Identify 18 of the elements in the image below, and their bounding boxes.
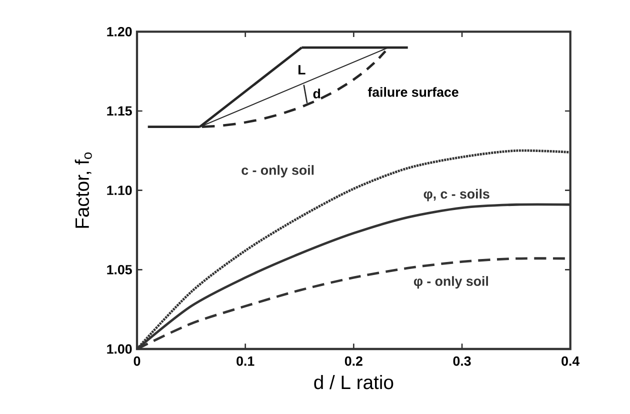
text: c - only soil xyxy=(242,165,314,178)
y-tick-label: 1.05 xyxy=(107,264,132,274)
y-tick-label: 1.10 xyxy=(107,186,132,196)
series-label: φ - only soil xyxy=(414,276,488,289)
x-axis-title: d / L ratio xyxy=(314,374,394,390)
y-axis-title: Factor, f$_{o}$ xyxy=(74,152,92,228)
annotation: failure surface xyxy=(368,87,458,97)
x-tick-label: 0.4 xyxy=(562,356,580,366)
y-tick-label: 1.00 xyxy=(107,344,132,354)
x-tick-label: 0.1 xyxy=(236,356,254,366)
y-tick-label: 1.20 xyxy=(107,26,132,36)
series-label: φ, c - soils xyxy=(424,188,490,202)
x-tick-label: 0 xyxy=(134,356,140,366)
annotation: d xyxy=(313,88,320,98)
y-tick-label: 1.15 xyxy=(107,106,132,116)
x-tick-label: 0.2 xyxy=(344,356,362,366)
annotation: L xyxy=(298,65,306,74)
x-tick-label: 0.3 xyxy=(453,356,471,366)
